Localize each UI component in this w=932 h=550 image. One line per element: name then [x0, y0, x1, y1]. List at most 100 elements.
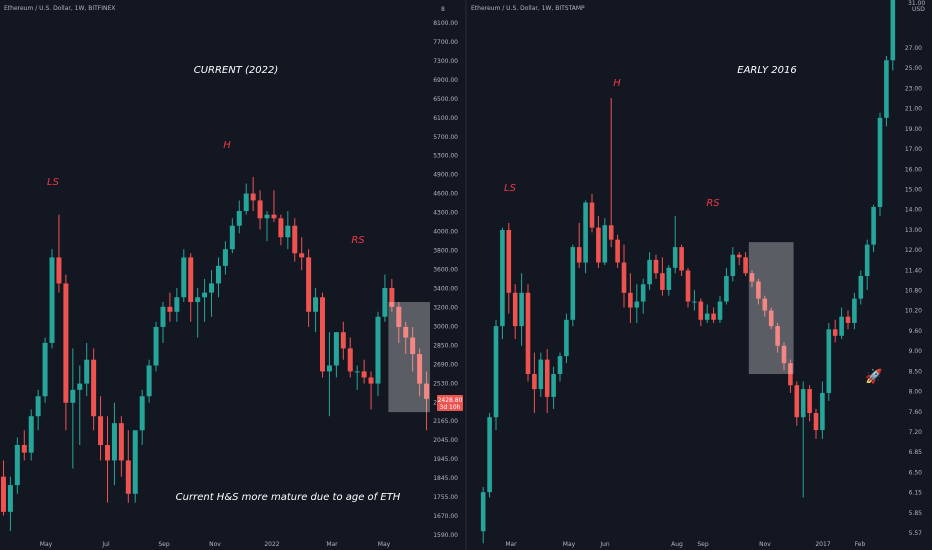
candle-body	[292, 225, 298, 254]
candle-body	[576, 247, 582, 263]
candle-body	[375, 316, 381, 384]
candle-body	[333, 332, 339, 366]
y-tick-label: 4000.00	[433, 229, 458, 236]
candle	[333, 332, 339, 378]
candle-body	[820, 392, 825, 431]
candle	[730, 247, 736, 282]
y-tick-label: 1590.00	[433, 532, 458, 539]
candle-body	[717, 301, 723, 320]
right-chart-background	[467, 0, 898, 550]
candle-body	[361, 371, 367, 378]
candle	[195, 287, 201, 338]
candle-body	[839, 316, 844, 336]
candle	[70, 348, 76, 469]
candle	[42, 337, 48, 403]
candle	[724, 267, 729, 305]
candle-body	[679, 247, 684, 271]
candle	[608, 98, 614, 248]
left-y-axis[interactable]: 8 8100.00 7700.00 7300.00 6900.00 6500.00 610…	[432, 0, 466, 550]
y-tick-label: 1945.00	[433, 456, 458, 463]
candle-body	[730, 254, 736, 276]
y-tick-label: 15.00	[905, 186, 922, 193]
candle	[704, 304, 710, 323]
candle-body	[139, 396, 145, 431]
candle	[181, 249, 187, 303]
candle	[410, 326, 416, 372]
y-tick-label: 23.00	[905, 85, 922, 92]
candle-body	[884, 60, 889, 118]
candle	[832, 319, 838, 343]
candle-body	[762, 298, 768, 311]
candle	[698, 298, 704, 327]
x-tick-label: 2017	[815, 541, 830, 548]
y-tick-label: 5700.00	[433, 134, 458, 141]
candle	[557, 352, 563, 382]
left-y-axis-background	[432, 0, 466, 550]
candle-body	[551, 374, 556, 397]
candle-body	[118, 423, 124, 461]
candle	[506, 222, 512, 314]
right-x-axis: Mar May Jun Aug Sep Nov 2017 Feb	[505, 541, 865, 548]
right-highlight-box	[748, 242, 794, 375]
right-y-axis[interactable]: 31.00 USD 27.00 25.00 23.00 21.00 19.00 17.00…	[898, 0, 932, 550]
y-tick-label: 5.57	[909, 530, 923, 537]
candle	[583, 200, 588, 274]
candle-body	[257, 200, 263, 219]
candle	[105, 416, 110, 503]
right-chart-panel[interactable]: Ethereum / U.S. Dollar, 1W, BITSTAMP EAR…	[467, 0, 898, 550]
x-tick-label: May	[40, 541, 53, 548]
y-tick-label: 7300.00	[433, 58, 458, 65]
candle-body	[506, 229, 512, 293]
right-h-label: H	[613, 78, 621, 89]
candle	[736, 252, 742, 266]
candle-body	[278, 218, 284, 238]
candle-body	[666, 267, 672, 290]
candle	[519, 273, 524, 346]
y-tick-label: 13.00	[905, 227, 922, 234]
candle-body	[354, 371, 360, 373]
candle	[7, 476, 13, 532]
right-candles	[480, 0, 896, 544]
candle-body	[236, 211, 242, 226]
candle	[375, 311, 381, 397]
candle-body	[775, 326, 780, 346]
y-tick-label: 2690.00	[433, 361, 458, 368]
candle-body	[368, 377, 374, 384]
y-tick-label: 8100.00	[433, 20, 458, 27]
candle	[209, 270, 215, 317]
right-y-axis-background	[898, 0, 932, 550]
candle	[167, 292, 173, 322]
candle	[257, 190, 263, 230]
y-tick-label: 4600.00	[433, 191, 458, 198]
right-annotation: EARLY 2016	[737, 65, 796, 76]
candle	[800, 381, 806, 498]
candle	[417, 348, 423, 397]
candle	[538, 352, 544, 397]
candle	[21, 430, 27, 461]
y-tick-label: 3400.00	[433, 285, 458, 292]
candle-body	[500, 229, 505, 327]
candle-body	[512, 292, 518, 327]
candle-body	[21, 445, 27, 453]
candle	[762, 295, 768, 317]
candle	[153, 321, 159, 372]
y-tick-label: 6.15	[909, 490, 923, 497]
left-axis-cut-label: 8	[441, 6, 445, 13]
candle	[174, 287, 180, 322]
candle-body	[487, 417, 492, 493]
candle-body	[181, 257, 187, 298]
y-tick-label: 17.00	[905, 146, 922, 153]
left-chart-panel[interactable]: Ethereum / U.S. Dollar, 1W, BITFINEX CUR…	[0, 0, 432, 550]
left-price-tag-value: 2428.80	[438, 397, 463, 404]
candle-body	[608, 225, 614, 240]
candle-body	[653, 259, 659, 274]
candle	[647, 252, 652, 290]
candle-body	[781, 345, 787, 364]
y-tick-label: 6900.00	[433, 77, 458, 84]
y-tick-label: 4300.00	[433, 210, 458, 217]
candle	[139, 389, 145, 446]
candle-body	[685, 270, 691, 302]
candle	[743, 252, 748, 276]
candle	[634, 284, 640, 323]
candle	[361, 359, 367, 384]
